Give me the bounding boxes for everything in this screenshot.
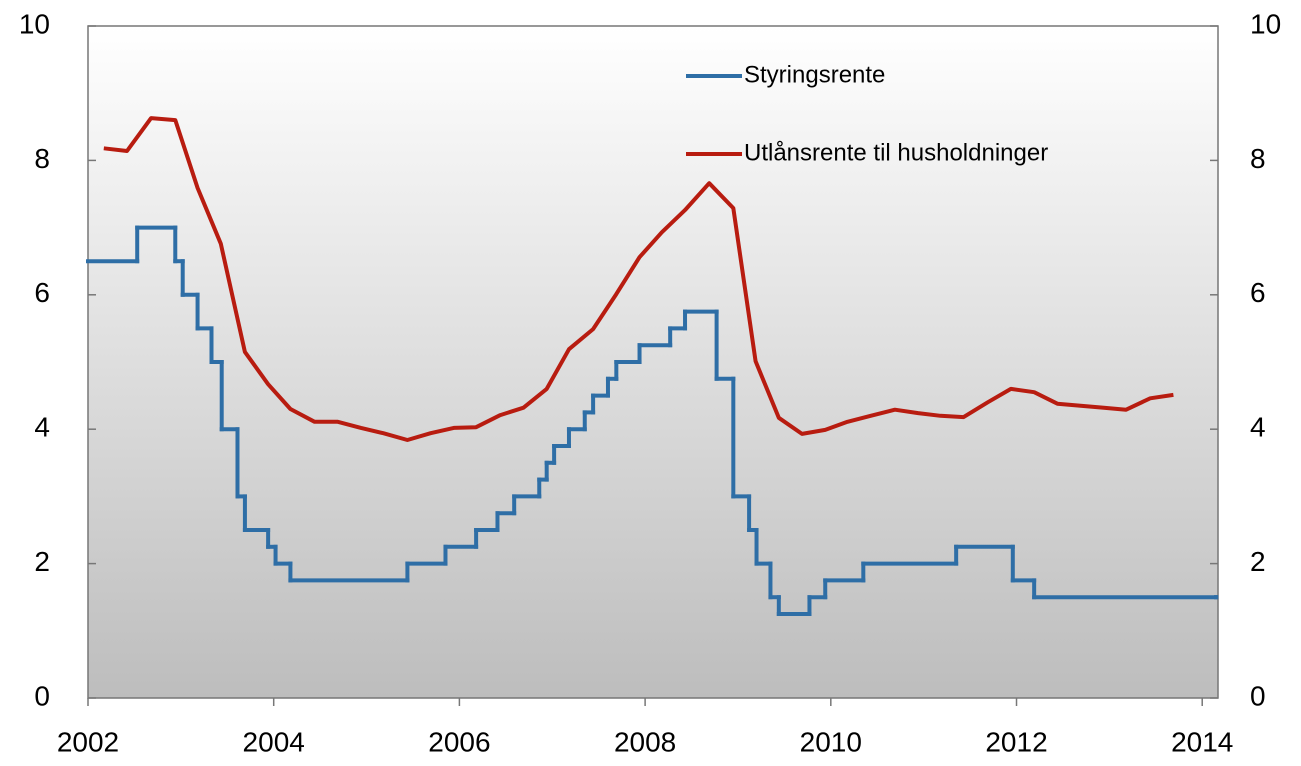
y-tick-label: 6	[34, 277, 50, 308]
x-tick-label: 2014	[1171, 726, 1233, 757]
plot-area	[87, 25, 1219, 699]
y-tick-label: 2	[34, 546, 50, 577]
y2-tick-label: 6	[1250, 277, 1266, 308]
y-tick-label: 4	[34, 412, 50, 443]
x-tick-label: 2006	[428, 726, 490, 757]
legend-label: Styringsrente	[744, 61, 885, 88]
x-tick-label: 2012	[985, 726, 1047, 757]
x-tick-label: 2010	[800, 726, 862, 757]
y2-tick-label: 4	[1250, 412, 1266, 443]
y-tick-label: 8	[34, 143, 50, 174]
y2-tick-label: 0	[1250, 680, 1266, 711]
y2-tick-label: 2	[1250, 546, 1266, 577]
y-tick-label: 10	[19, 8, 50, 39]
x-tick-label: 2002	[57, 726, 119, 757]
line	[103, 116, 1174, 442]
x-tick-label: 2004	[243, 726, 305, 757]
legend-label: Utlånsrente til husholdninger	[744, 139, 1048, 166]
y2-tick-label: 10	[1250, 8, 1281, 39]
y2-tick-label: 8	[1250, 143, 1266, 174]
x-tick-label: 2008	[614, 726, 676, 757]
y-tick-label: 0	[34, 680, 50, 711]
